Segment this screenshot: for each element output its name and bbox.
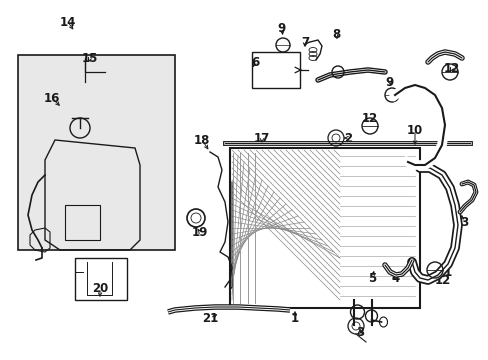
Text: 1: 1 [290,311,299,324]
Text: 15: 15 [81,51,98,64]
Text: 14: 14 [60,15,76,28]
Text: 6: 6 [250,55,259,68]
Text: 2: 2 [343,131,351,144]
Text: 8: 8 [331,28,340,41]
Bar [251,52,299,88]
Text: 10: 10 [406,123,422,136]
Bar [229,148,419,308]
Text: 17: 17 [253,131,269,144]
Bar [75,258,127,300]
Text: 12: 12 [434,274,450,287]
Text: 4: 4 [391,271,399,284]
Text: 5: 5 [367,271,375,284]
Text: 7: 7 [300,36,308,49]
Text: 21: 21 [202,311,218,324]
Text: 9: 9 [385,76,393,89]
Text: 11: 11 [436,266,452,279]
Text: 13: 13 [453,216,469,229]
Text: 12: 12 [361,112,377,125]
Text: 19: 19 [191,225,208,238]
Text: 9: 9 [277,22,285,35]
Bar [18,55,175,250]
Text: 20: 20 [92,282,108,294]
Text: 16: 16 [44,91,60,104]
Text: 3: 3 [355,325,364,338]
Text: 18: 18 [193,134,210,147]
Bar [65,205,100,240]
Text: 12: 12 [443,62,459,75]
